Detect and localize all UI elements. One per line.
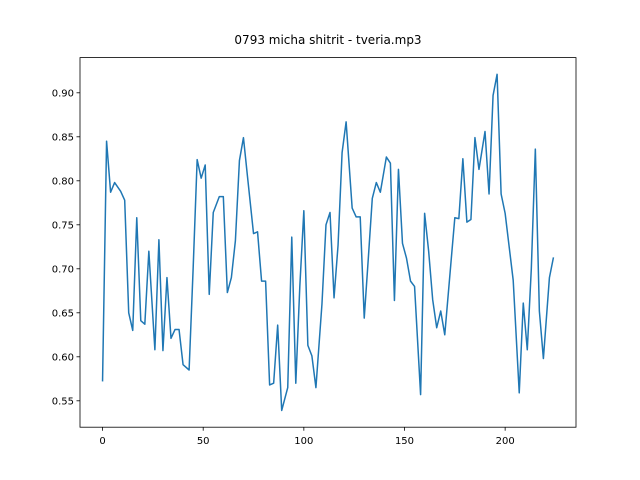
- x-tick-label: 100: [294, 436, 313, 447]
- y-tick-label: 0.80: [52, 176, 74, 187]
- y-tick-label: 0.65: [52, 308, 74, 319]
- x-tick-label: 150: [395, 436, 414, 447]
- y-tick-label: 0.55: [52, 396, 74, 407]
- y-tick-label: 0.60: [52, 352, 74, 363]
- y-tick-label: 0.70: [52, 264, 74, 275]
- x-tick-label: 0: [99, 436, 105, 447]
- x-tick-label: 50: [197, 436, 210, 447]
- y-tick-label: 0.85: [52, 132, 74, 143]
- x-tick-label: 200: [496, 436, 515, 447]
- y-tick-label: 0.75: [52, 220, 74, 231]
- data-line: [101, 73, 555, 412]
- plot-frame: [79, 57, 577, 428]
- y-tick-label: 0.90: [52, 88, 74, 99]
- chart-title: 0793 micha shitrit - tveria.mp3: [234, 33, 421, 47]
